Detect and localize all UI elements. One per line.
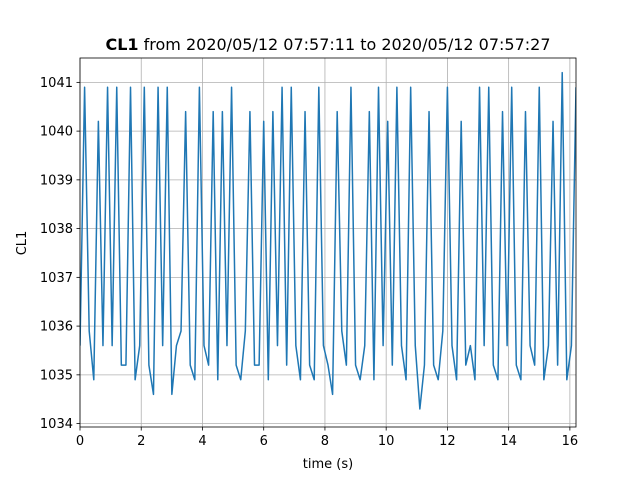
line [80, 71, 576, 410]
x-tick-label: 10 [378, 434, 395, 449]
y-tick-label: 1034 [40, 417, 73, 432]
x-tick-label: 2 [137, 434, 145, 449]
title-rest: from 2020/05/12 07:57:11 to 2020/05/12 0… [144, 35, 551, 54]
x-tick-label: 12 [439, 434, 456, 449]
y-tick-label: 1036 [40, 320, 73, 335]
axes-frame [79, 57, 577, 428]
x-tick-label: 14 [500, 434, 517, 449]
y-tick-label: 1040 [40, 125, 73, 140]
x-tick-label: 4 [198, 434, 206, 449]
x-tick-label: 16 [562, 434, 579, 449]
y-tick-label: 1035 [40, 368, 73, 383]
x-tick-label: 6 [260, 434, 268, 449]
y-tick-label: 1041 [40, 76, 73, 91]
title-bold: CL1 [105, 35, 138, 54]
y-tick-label: 1039 [40, 173, 73, 188]
x-tick-label: 8 [321, 434, 329, 449]
y-tick-label: 1038 [40, 222, 73, 237]
x-axis-label: time (s) [303, 457, 353, 472]
x-tick-label: 0 [76, 434, 84, 449]
y-tick-label: 1037 [40, 271, 73, 286]
y-axis-label: CL1 [15, 231, 30, 256]
chart-title: CL1 from 2020/05/12 07:57:11 to 2020/05/… [105, 35, 550, 54]
